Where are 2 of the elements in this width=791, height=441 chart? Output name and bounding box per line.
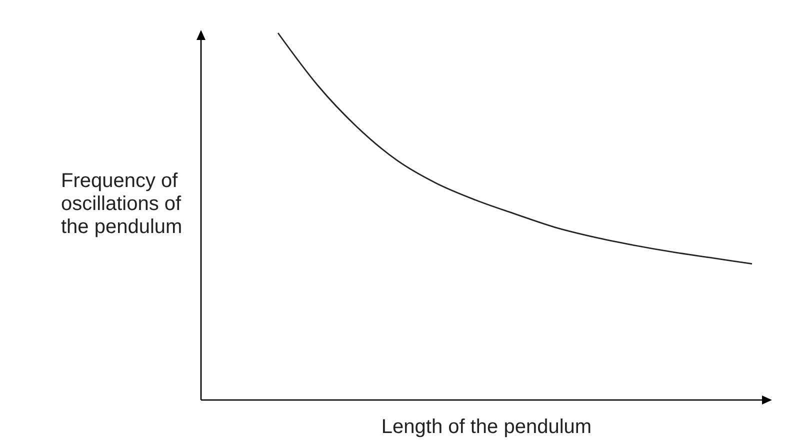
y-axis-title: Frequency of oscillations of the pendulum (61, 170, 182, 238)
x-axis-title: Length of the pendulum (381, 416, 592, 438)
